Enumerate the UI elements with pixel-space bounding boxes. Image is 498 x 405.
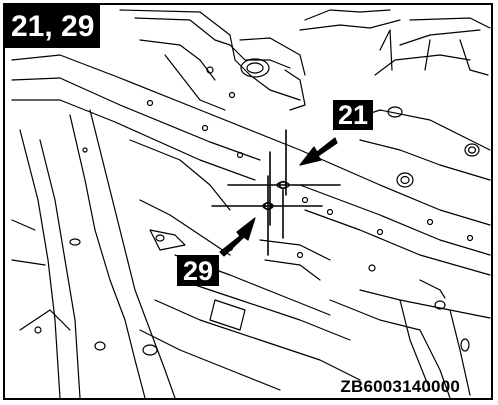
callout-label-21: 21 bbox=[333, 100, 373, 130]
callout-label-29: 29 bbox=[177, 255, 219, 286]
reference-code: ZB6003140000 bbox=[340, 377, 460, 396]
upper-body-structure bbox=[119, 9, 491, 111]
arrow-21 bbox=[299, 137, 338, 166]
crosshair-29 bbox=[211, 175, 323, 256]
crosshair-21 bbox=[227, 129, 341, 226]
arrow-29 bbox=[219, 217, 256, 257]
diagram-border bbox=[3, 3, 493, 400]
figure-number-tag: 21, 29 bbox=[5, 5, 101, 48]
lower-body-structure bbox=[19, 139, 361, 391]
left-vertical-member bbox=[11, 109, 176, 399]
